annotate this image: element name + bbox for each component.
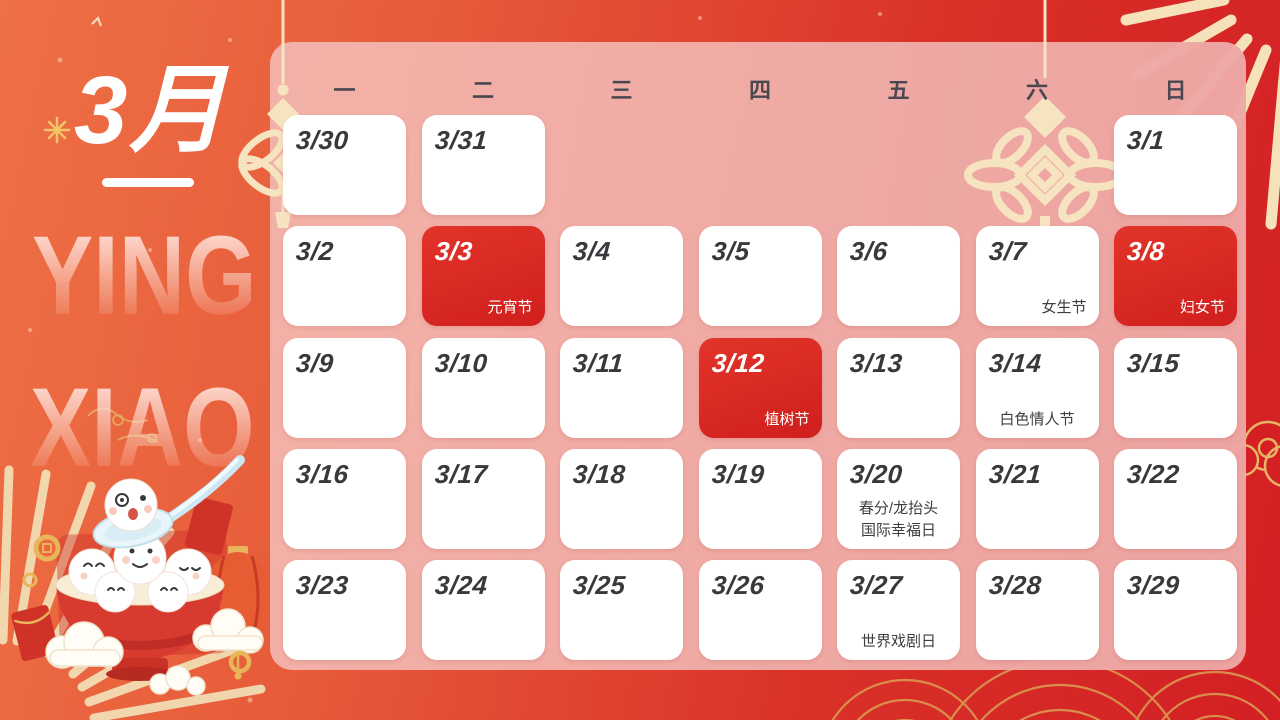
cell-date: 3/3	[433, 236, 474, 267]
cell-festival-note: 春分/龙抬头 国际幸福日	[858, 500, 939, 540]
weekday-row: 一二三四五六日	[283, 74, 1237, 104]
cell-date: 3/23	[294, 570, 350, 601]
cell-date: 3/11	[571, 347, 625, 378]
calendar-cell-empty	[837, 115, 960, 215]
calendar-cell-3/18: 3/18	[560, 448, 683, 549]
cell-festival-note: 元宵节	[487, 299, 533, 317]
calendar-cell-3/20: 3/20 春分/龙抬头 国际幸福日	[837, 448, 960, 549]
cell-date: 3/21	[987, 458, 1043, 489]
calendar-cell-3/6: 3/6	[837, 226, 960, 327]
calendar-cell-3/31: 3/31	[421, 115, 545, 215]
month-title: 3月	[74, 57, 228, 164]
calendar-cell-3/10: 3/10	[421, 337, 545, 438]
cell-festival-note: 世界戏剧日	[860, 633, 936, 651]
cell-festival-note: 植树节	[764, 410, 810, 428]
weekday-label: 三	[610, 78, 633, 103]
cell-date: 3/13	[848, 347, 904, 378]
cell-date: 3/29	[1125, 570, 1181, 601]
cell-date: 3/25	[571, 570, 627, 601]
cell-festival-note: 妇女节	[1179, 299, 1225, 317]
calendar-cell-3/8: 3/8 妇女节	[1114, 226, 1237, 327]
cell-date: 3/12	[710, 347, 766, 378]
calendar-cell-3/27: 3/27 世界戏剧日	[837, 560, 960, 661]
cell-date: 3/10	[433, 347, 489, 378]
cell-date: 3/5	[710, 236, 751, 267]
calendar-cell-3/5: 3/5	[698, 226, 822, 327]
cell-date: 3/1	[1125, 125, 1166, 155]
calendar-cell-3/24: 3/24	[421, 560, 545, 661]
calendar-cell-3/30: 3/30	[283, 115, 406, 215]
calendar-cell-empty	[976, 115, 1099, 215]
sparkle-star	[43, 116, 71, 144]
cell-date: 3/28	[987, 570, 1043, 601]
calendar-cell-3/15: 3/15	[1114, 337, 1237, 438]
cell-date: 3/9	[294, 347, 335, 378]
calendar-cell-3/12: 3/12 植树节	[698, 337, 822, 438]
calendar-cell-3/28: 3/28	[975, 560, 1099, 661]
calendar-cell-3/1: 3/1	[1114, 115, 1237, 215]
cell-date: 3/7	[987, 236, 1028, 267]
cell-date: 3/27	[848, 570, 904, 601]
weekday-label: 四	[748, 78, 771, 103]
calendar-cell-3/29: 3/29	[1114, 560, 1237, 661]
cell-date: 3/8	[1125, 236, 1166, 267]
watermark-xiao: XIAO	[30, 365, 255, 490]
cell-date: 3/19	[710, 458, 766, 489]
title-underline	[102, 178, 194, 187]
cell-date: 3/6	[848, 236, 889, 267]
calendar-cell-3/4: 3/4	[560, 226, 683, 327]
cell-date: 3/4	[571, 236, 612, 267]
weekday-label: 日	[1164, 78, 1187, 103]
cell-festival-note: 女生节	[1041, 299, 1087, 317]
calendar-cell-3/22: 3/22	[1114, 448, 1237, 549]
calendar-cell-3/11: 3/11	[560, 337, 683, 438]
cell-date: 3/15	[1125, 347, 1181, 378]
cell-date: 3/18	[571, 458, 627, 489]
calendar-cell-3/9: 3/9	[283, 337, 406, 438]
calendar-cell-3/16: 3/16	[283, 448, 406, 549]
calendar-cell-3/7: 3/7 女生节	[975, 226, 1099, 327]
cell-date: 3/16	[294, 458, 350, 489]
calendar-cell-3/14: 3/14 白色情人节	[975, 337, 1099, 438]
weekday-label: 一	[333, 78, 356, 103]
tiny-bird-mark	[91, 16, 102, 27]
cell-date: 3/24	[433, 570, 489, 601]
calendar-cell-3/21: 3/21	[975, 448, 1099, 549]
weekday-label: 六	[1025, 78, 1048, 103]
calendar-cell-3/17: 3/17	[421, 448, 545, 549]
calendar-cell-3/23: 3/23	[283, 560, 406, 661]
watermark-ying: YING	[32, 213, 257, 338]
cell-date: 3/17	[433, 458, 489, 489]
calendar-grid: 3/30 3/31 3/1 3/2 3/3 元宵节 3/4 3/5 3/6 3/7 女生节 3/8 妇女…	[283, 115, 1237, 661]
cell-date: 3/14	[987, 347, 1043, 378]
calendar-cell-3/13: 3/13	[837, 337, 960, 438]
calendar-cell-3/25: 3/25	[560, 560, 683, 661]
cell-date: 3/20	[848, 458, 904, 489]
calendar-cell-empty	[699, 115, 822, 215]
calendar-cell-3/2: 3/2	[283, 226, 406, 327]
cell-date: 3/26	[710, 570, 766, 601]
calendar-cell-3/3: 3/3 元宵节	[421, 226, 545, 327]
calendar-cell-3/19: 3/19	[698, 448, 822, 549]
red-stamp-square	[55, 529, 231, 659]
weekday-label: 五	[887, 78, 910, 103]
cell-festival-note: 白色情人节	[999, 410, 1075, 428]
weekday-label: 二	[471, 78, 494, 103]
calendar-cell-empty	[560, 115, 683, 215]
cell-date: 3/2	[294, 236, 335, 267]
cell-date: 3/31	[433, 125, 489, 155]
cell-date: 3/22	[1125, 458, 1181, 489]
cell-date: 3/30	[294, 125, 350, 155]
calendar-cell-3/26: 3/26	[698, 560, 822, 661]
